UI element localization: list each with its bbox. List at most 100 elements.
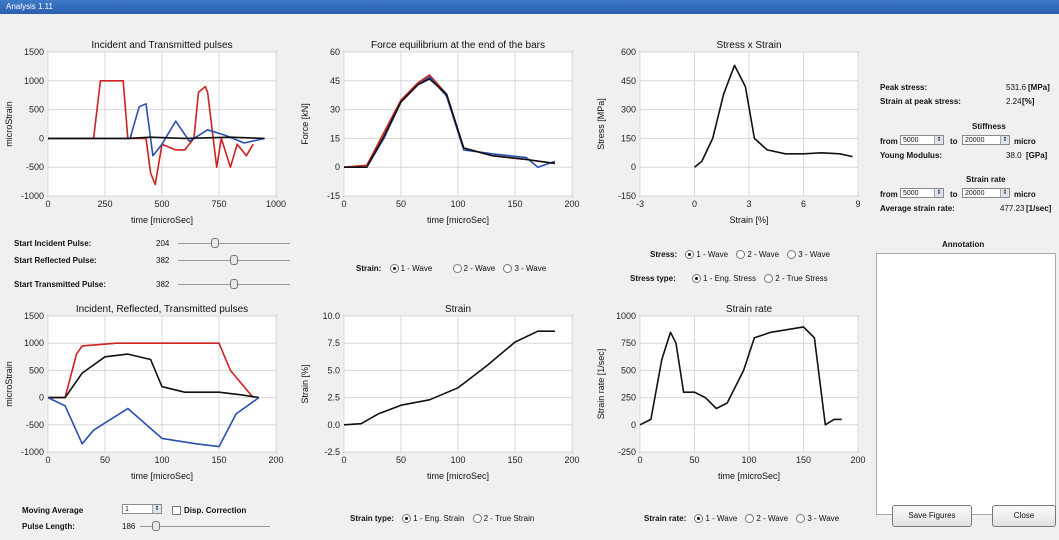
stiff-to-label: to: [950, 137, 958, 146]
rate-wave3-radio[interactable]: [796, 514, 806, 524]
y-tick-label: -150: [618, 191, 636, 201]
rate-from-label: from: [880, 190, 898, 199]
moving-average-value: 1: [125, 506, 129, 513]
close-button[interactable]: Close: [992, 505, 1056, 527]
x-axis-label: time [microSec]: [131, 215, 193, 225]
avg-rate-label: Average strain rate:: [880, 204, 955, 213]
young-label: Young Modulus:: [880, 151, 943, 160]
y-tick-label: 0: [631, 420, 636, 430]
rate-from-spinbox[interactable]: 5000 ⇕: [900, 188, 944, 198]
y-tick-label: -2.5: [324, 447, 340, 457]
y-axis-label: Force [kN]: [300, 103, 310, 145]
chart-title: Incident, Reflected, Transmitted pulses: [76, 304, 248, 315]
checkbox-icon[interactable]: [172, 506, 181, 516]
x-tick-label: 50: [396, 455, 406, 465]
stress-wave1-label: 1 - Wave: [696, 250, 729, 259]
strain-radio-label: Strain:: [356, 264, 382, 273]
pulse-length-label: Pulse Length:: [22, 522, 75, 531]
x-tick-label: 500: [154, 199, 169, 209]
x-axis-label: time [microSec]: [131, 471, 193, 481]
eng-stress-radio[interactable]: [692, 274, 702, 284]
slider-thumb[interactable]: [211, 238, 220, 248]
slider-thumb[interactable]: [152, 521, 161, 531]
strain-type-label: Strain type:: [350, 514, 395, 523]
x-tick-label: 200: [850, 455, 865, 465]
spin-arrows-icon[interactable]: ⇕: [934, 189, 943, 197]
y-tick-label: 0: [39, 393, 44, 403]
x-tick-label: 100: [450, 199, 465, 209]
incident-slider[interactable]: [178, 238, 290, 248]
strain-wave2-radio[interactable]: [452, 264, 462, 274]
rate-wave2-label: 2 - Wave: [756, 514, 789, 523]
true-stress-radio[interactable]: [764, 274, 774, 284]
stiff-from-spinbox[interactable]: 5000 ⇕: [900, 135, 944, 145]
true-strain-radio[interactable]: [472, 514, 482, 524]
moving-average-spinbox[interactable]: 1 ⇕: [122, 504, 162, 514]
annotation-textarea[interactable]: [876, 253, 1056, 515]
y-tick-label: -500: [26, 162, 44, 172]
transmitted-slider-value: 382: [156, 280, 170, 289]
save-figures-button[interactable]: Save Figures: [892, 505, 972, 527]
rate-wave2-radio[interactable]: [745, 514, 755, 524]
rate-wave1-radio[interactable]: [694, 514, 704, 524]
stress-wave2-radio[interactable]: [736, 250, 746, 260]
transmitted-slider[interactable]: [178, 279, 290, 289]
x-tick-label: 0: [341, 455, 346, 465]
stiff-from-label: from: [880, 137, 898, 146]
y-tick-label: 1500: [24, 47, 44, 57]
true-stress-label: 2 - True Stress: [775, 274, 828, 283]
series-line: [48, 353, 260, 399]
x-tick-label: 0: [45, 199, 50, 209]
rate-wave1-label: 1 - Wave: [705, 514, 738, 523]
y-axis-label: microStrain: [4, 361, 14, 407]
x-tick-label: 1000: [266, 199, 286, 209]
strain-wave1-radio[interactable]: [389, 264, 399, 274]
y-tick-label: -500: [26, 420, 44, 430]
series-line: [639, 326, 842, 426]
slider-thumb[interactable]: [230, 279, 238, 289]
y-tick-label: 0: [39, 133, 44, 143]
rate-wave3-label: 3 - Wave: [807, 514, 840, 523]
chart-strain: 0 50 100 150 200 10.0 7.5 5.0 2.5 0.0 -2.5 Strain ti…: [300, 304, 580, 481]
stress-wave1-radio[interactable]: [685, 250, 695, 260]
spin-arrows-icon[interactable]: ⇕: [152, 505, 161, 513]
stress-wave3-radio[interactable]: [787, 250, 797, 260]
spin-arrows-icon[interactable]: ⇕: [1000, 189, 1009, 197]
pulse-length-slider[interactable]: [140, 521, 270, 531]
reflected-slider[interactable]: [178, 255, 290, 265]
eng-strain-radio[interactable]: [402, 514, 412, 524]
window-title: Analysis 1.11: [6, 2, 53, 11]
transmitted-slider-label: Start Transmitted Pulse:: [14, 280, 107, 289]
strain-wave-radio-group: Strain: 1 - Wave 2 - Wave 3 - Wave: [356, 264, 547, 274]
y-tick-label: -250: [618, 447, 636, 457]
rate-to-label: to: [950, 190, 958, 199]
strain-peak-unit: [%]: [1022, 97, 1035, 106]
x-tick-label: 200: [564, 199, 579, 209]
strain-wave3-radio[interactable]: [503, 264, 513, 274]
x-tick-label: 0: [692, 199, 697, 209]
stiff-to-spinbox[interactable]: 20000 ⇕: [962, 135, 1010, 145]
disp-correction-checkbox[interactable]: Disp. Correction: [172, 506, 246, 516]
chart-title: Strain rate: [726, 304, 773, 315]
annotation-title: Annotation: [942, 240, 985, 249]
y-tick-label: 450: [621, 76, 636, 86]
x-tick-label: 200: [268, 455, 283, 465]
series-line: [343, 330, 555, 426]
chart-incident-transmitted: 0 250 500 750 1000 1500 1000 500 0 -500 -1000 Incid…: [4, 40, 286, 225]
rate-to-spinbox[interactable]: 20000 ⇕: [962, 188, 1010, 198]
x-tick-label: 3: [746, 199, 751, 209]
y-tick-label: 10.0: [322, 311, 340, 321]
x-tick-label: 9: [855, 199, 860, 209]
spin-arrows-icon[interactable]: ⇕: [934, 136, 943, 144]
chart-title: Force equilibrium at the end of the bars: [371, 40, 545, 51]
spin-arrows-icon[interactable]: ⇕: [1000, 136, 1009, 144]
y-tick-label: 1500: [24, 311, 44, 321]
strain-wave1-label: 1 - Wave: [400, 264, 433, 273]
x-tick-label: 100: [450, 455, 465, 465]
true-strain-label: 2 - True Strain: [483, 514, 535, 523]
stiff-from-value: 5000: [903, 137, 919, 144]
strain-wave3-label: 3 - Wave: [514, 264, 547, 273]
slider-thumb[interactable]: [230, 255, 238, 265]
stiff-micro-label: micro: [1014, 137, 1036, 146]
incident-slider-value: 204: [156, 239, 170, 248]
